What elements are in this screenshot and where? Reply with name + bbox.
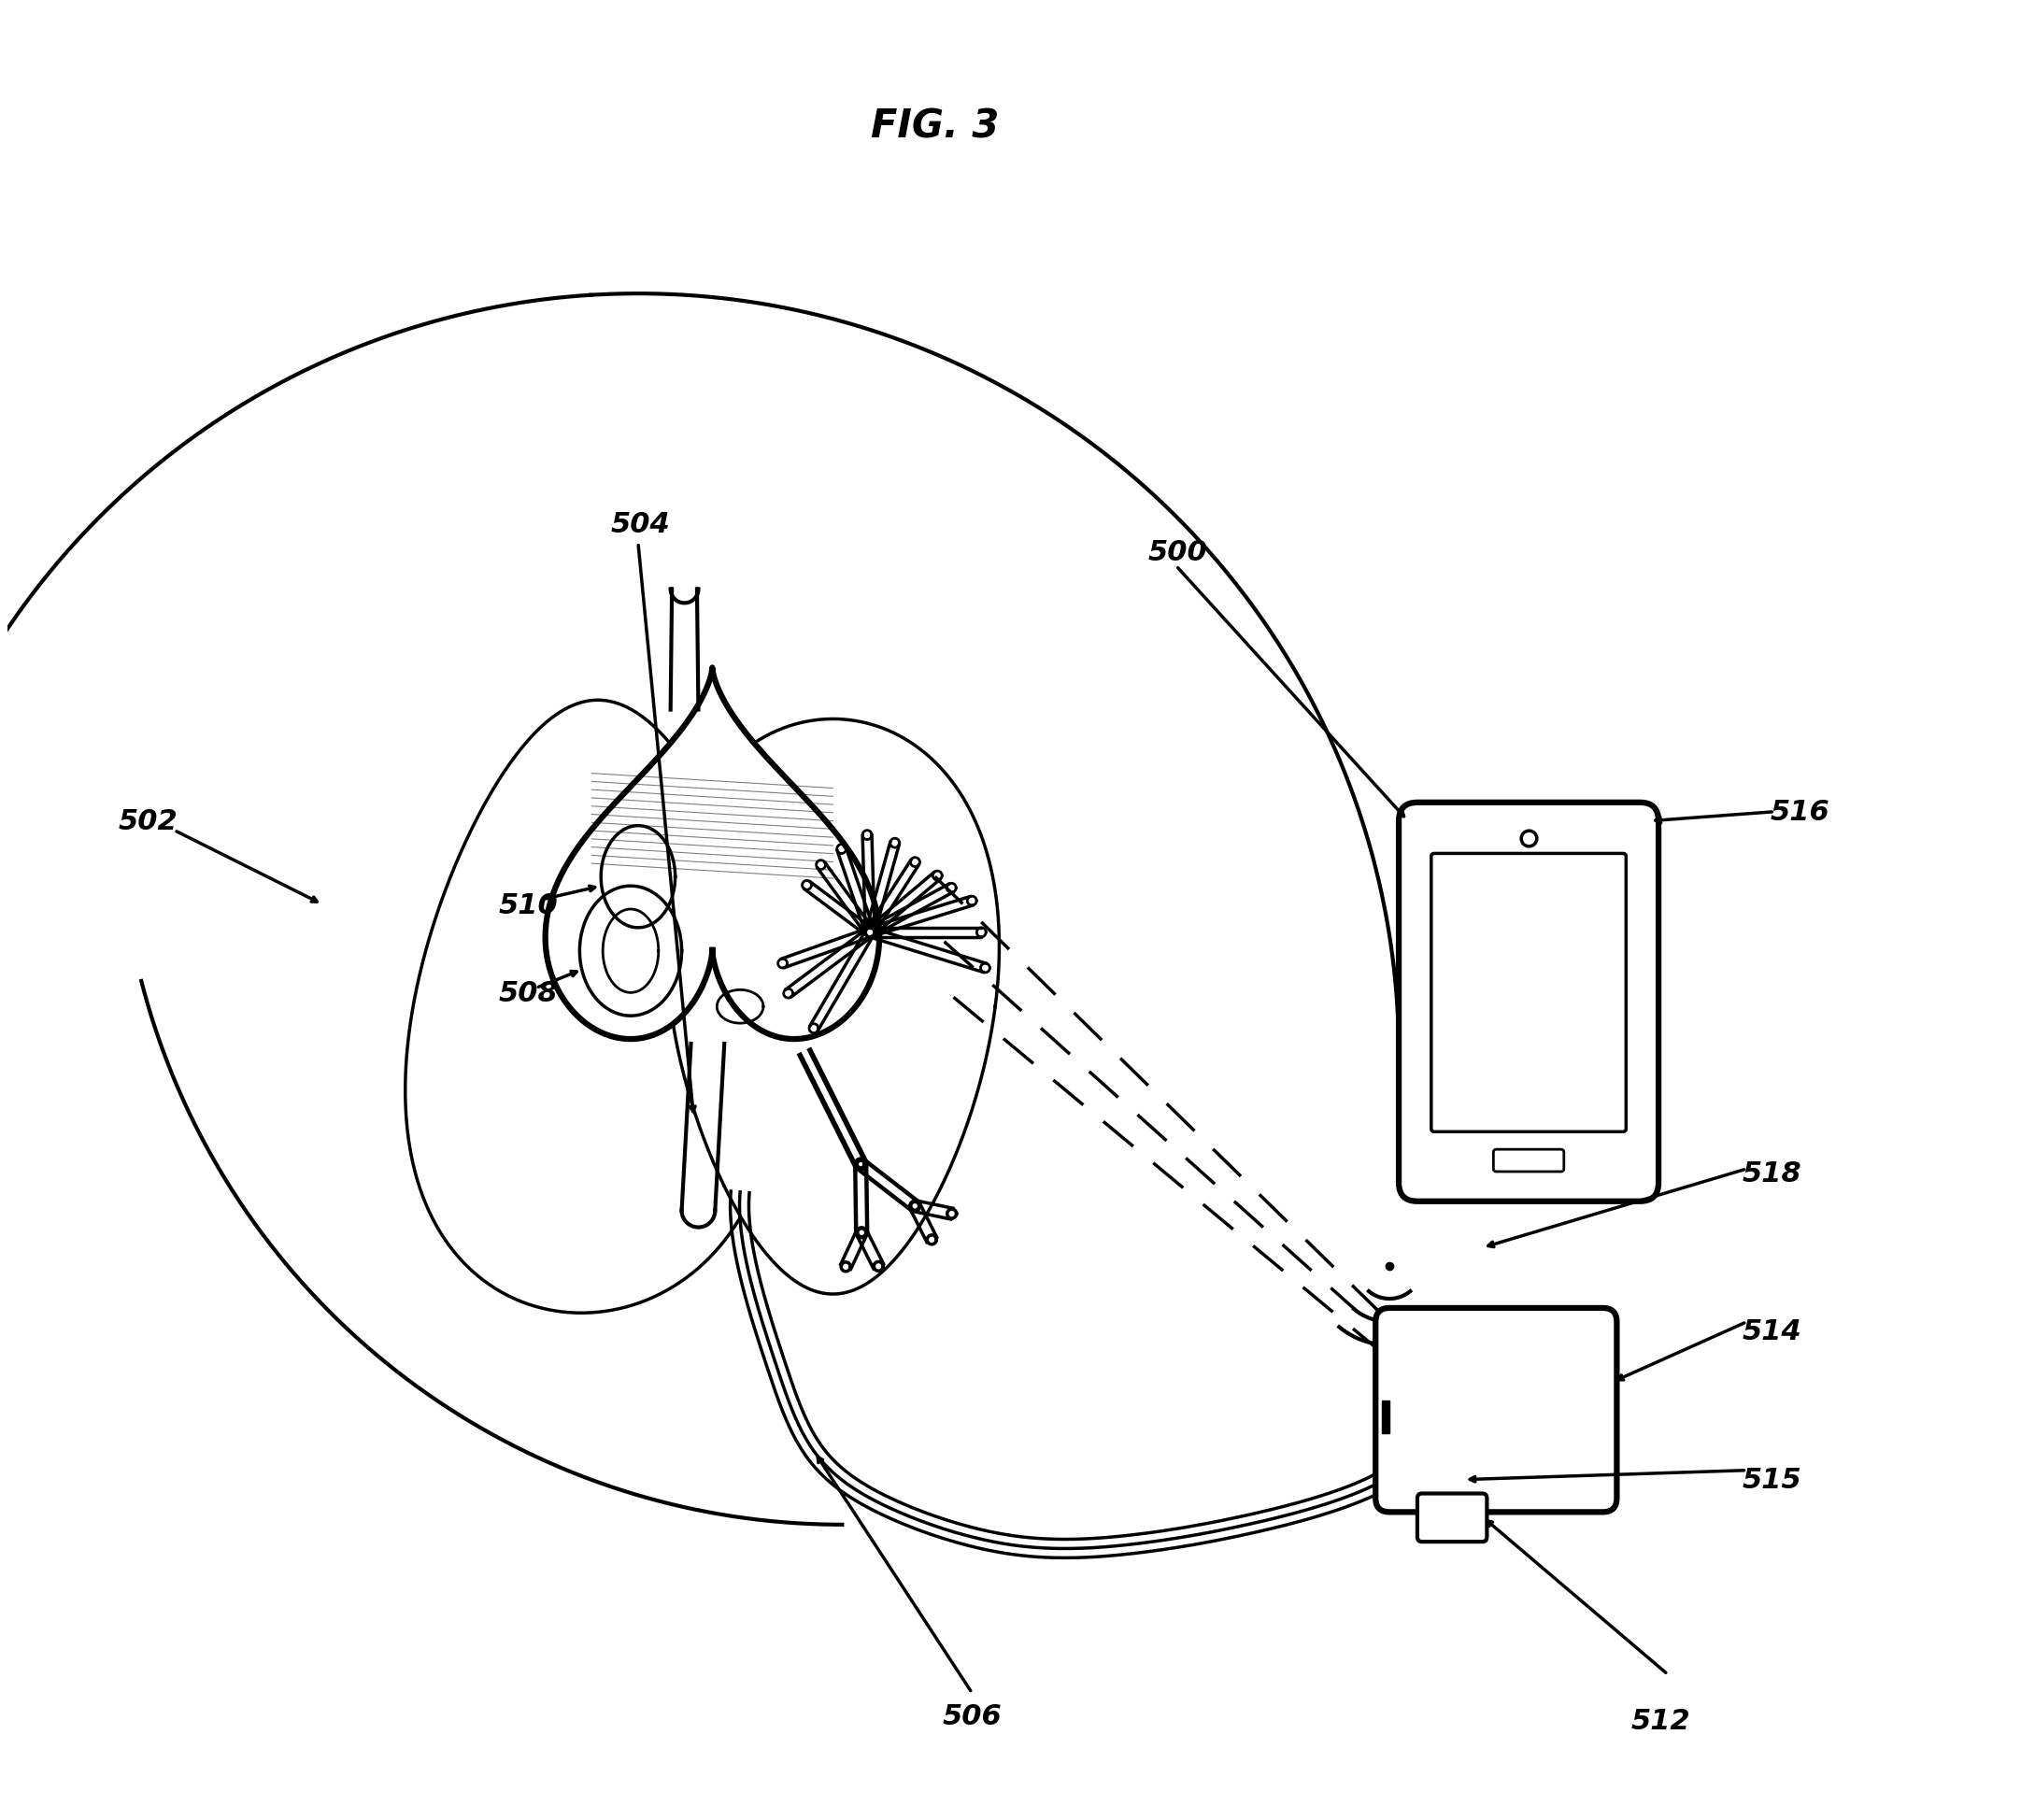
FancyBboxPatch shape	[1398, 803, 1659, 1201]
Text: FIG. 3: FIG. 3	[871, 107, 999, 146]
Text: 512: 512	[1630, 1707, 1691, 1734]
Text: 514: 514	[1742, 1318, 1801, 1345]
FancyBboxPatch shape	[1431, 854, 1626, 1132]
Polygon shape	[545, 668, 879, 1039]
Text: 502: 502	[118, 808, 179, 835]
Polygon shape	[405, 701, 777, 1314]
FancyBboxPatch shape	[1416, 1494, 1488, 1542]
Text: 518: 518	[1742, 1159, 1801, 1187]
Text: 500: 500	[1148, 539, 1209, 566]
Text: 510: 510	[499, 892, 558, 919]
Text: 515: 515	[1742, 1467, 1801, 1492]
Bar	[1382, 1401, 1390, 1434]
Polygon shape	[667, 719, 999, 1294]
FancyBboxPatch shape	[1494, 1150, 1565, 1172]
Text: 506: 506	[942, 1704, 1001, 1729]
Text: 516: 516	[1770, 799, 1829, 826]
Text: 508: 508	[499, 979, 558, 1006]
Text: 504: 504	[610, 511, 670, 539]
FancyBboxPatch shape	[1376, 1309, 1616, 1512]
